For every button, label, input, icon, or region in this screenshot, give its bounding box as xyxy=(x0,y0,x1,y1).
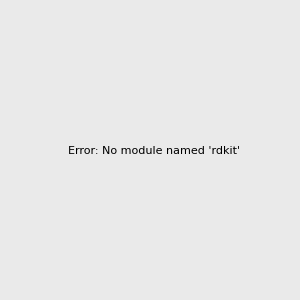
Text: Error: No module named 'rdkit': Error: No module named 'rdkit' xyxy=(68,146,240,157)
